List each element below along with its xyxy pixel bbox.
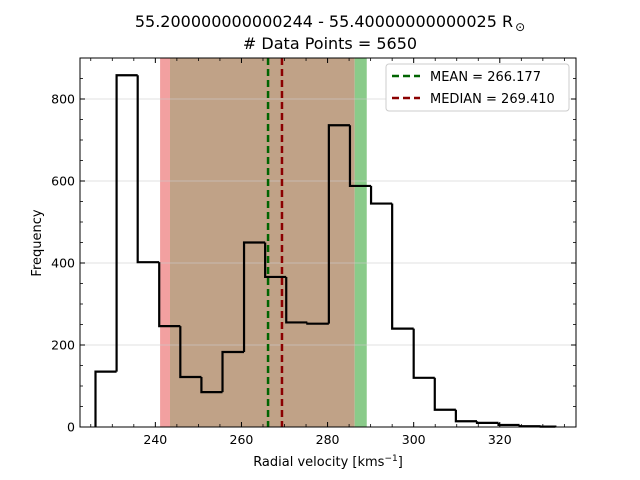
tick-marks: 240 260 280 300 320 0 200 400 600 800: [51, 57, 576, 447]
y-tick-label: 800: [51, 92, 75, 107]
histogram-bin: [327, 124, 350, 324]
histogram-bin: [136, 75, 160, 264]
chart-title-line1: 55.200000000000244 - 55.40000000000025 R…: [135, 12, 525, 34]
histogram-bin: [264, 242, 287, 279]
x-tick-label: 320: [488, 432, 512, 447]
histogram-bin: [391, 203, 414, 330]
histogram-bin: [200, 376, 223, 394]
y-tick-label: 600: [51, 174, 75, 189]
legend-median-label: MEDIAN = 269.410: [430, 92, 555, 107]
green-band: [354, 58, 367, 427]
histogram-bin: [242, 241, 266, 352]
histogram-bin: [454, 409, 477, 423]
red-band: [160, 58, 170, 427]
histogram-steps: [94, 74, 557, 428]
legend: MEAN = 266.177 MEDIAN = 269.410: [385, 63, 570, 112]
x-tick-label: 300: [402, 432, 426, 447]
histogram-bin: [158, 262, 181, 328]
histogram-bin: [115, 74, 138, 372]
histogram-bin: [285, 276, 308, 324]
histogram-bin: [497, 422, 520, 427]
histogram-bin: [412, 328, 435, 379]
histogram-bin: [348, 125, 372, 188]
histogram-bin: [306, 322, 329, 325]
y-axis-label: Frequency: [30, 209, 45, 276]
x-axis-label: Radial velocity [kms−1]: [253, 454, 403, 470]
histogram-bin: [475, 421, 499, 424]
chart-title-line2: # Data Points = 5650: [243, 34, 417, 53]
x-tick-label: 280: [316, 432, 340, 447]
histogram-bin: [518, 424, 541, 428]
legend-mean-label: MEAN = 266.177: [430, 70, 541, 85]
legend-box: [385, 63, 570, 112]
histogram-bin: [221, 350, 245, 393]
histogram-bin: [433, 377, 456, 411]
y-tick-label: 200: [51, 338, 75, 353]
y-tick-label: 0: [67, 420, 75, 435]
statistic-lines: [266, 58, 284, 427]
x-tick-label: 240: [143, 432, 167, 447]
histogram-bin: [369, 185, 393, 205]
x-tick-label: 260: [230, 432, 254, 447]
histogram-bin: [94, 370, 117, 427]
y-tick-label: 400: [51, 256, 75, 271]
histogram-bin: [179, 326, 202, 379]
